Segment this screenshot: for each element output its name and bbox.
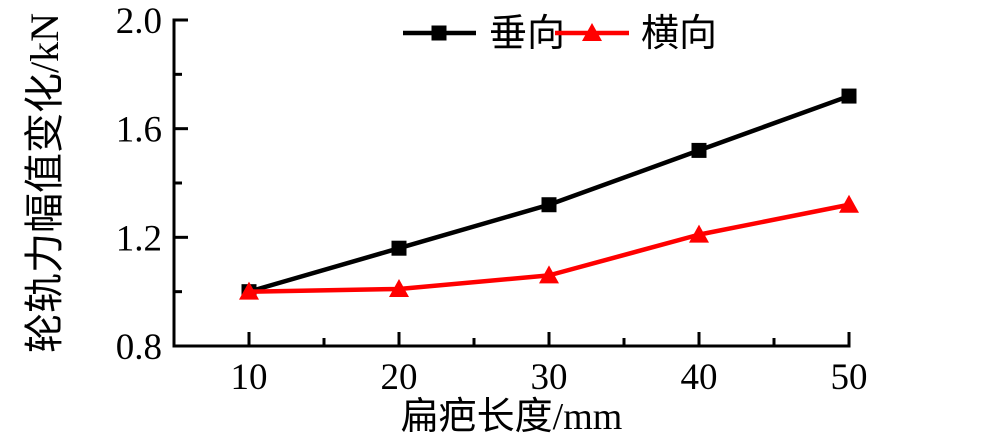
legend-label-vertical: 垂向 <box>489 13 565 55</box>
triangle-marker <box>689 224 709 243</box>
triangle-marker <box>582 23 602 41</box>
legend-label-lateral: 横向 <box>641 13 717 55</box>
x-tick-label: 30 <box>531 357 568 398</box>
triangle-marker <box>539 265 559 284</box>
square-marker <box>431 25 447 41</box>
triangle-marker <box>389 278 409 297</box>
square-marker <box>391 240 407 256</box>
triangle-marker <box>839 194 859 213</box>
square-marker <box>841 88 857 104</box>
x-tick-label: 10 <box>231 357 268 398</box>
x-axis-label: 扁疤长度/mm <box>401 396 623 437</box>
square-marker <box>691 142 707 158</box>
vertical-series-line <box>248 93 850 294</box>
x-tick-label: 50 <box>831 357 868 398</box>
y-tick-label: 0.8 <box>116 327 162 368</box>
x-tick-label: 40 <box>681 357 718 398</box>
x-tick-label: 20 <box>381 357 418 398</box>
y-axis-label: 轮轨力幅值变化/kN <box>22 13 67 353</box>
y-tick-label: 2.0 <box>116 1 162 42</box>
y-tick-label: 1.2 <box>116 218 162 259</box>
triangle-marker <box>239 281 259 300</box>
y-tick-label: 1.6 <box>116 110 162 151</box>
square-marker <box>541 197 557 213</box>
